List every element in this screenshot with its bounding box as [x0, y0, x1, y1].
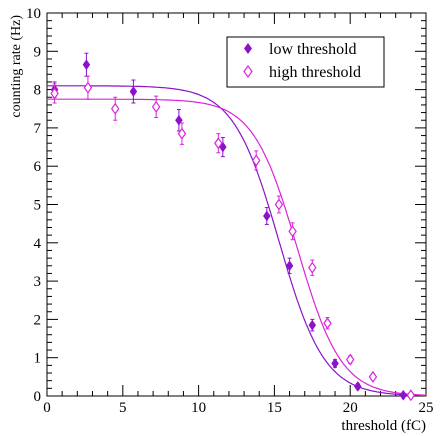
- data-point: [353, 380, 362, 392]
- fit-curve-high-threshold: [47, 98, 427, 396]
- open-diamond-marker: [214, 137, 223, 150]
- open-diamond-marker: [323, 317, 332, 330]
- data-point: [214, 133, 223, 154]
- legend: low threshold high threshold: [226, 36, 385, 88]
- data-point: [331, 358, 339, 369]
- open-diamond-marker: [50, 87, 59, 100]
- data-point: [151, 95, 161, 119]
- open-diamond-marker: [177, 127, 187, 140]
- data-point: [50, 83, 59, 104]
- x-tick-label: 5: [119, 400, 127, 416]
- legend-label-high-threshold: high threshold: [269, 64, 361, 81]
- y-tick-label: 1: [34, 351, 42, 367]
- filled-diamond-marker: [285, 260, 294, 272]
- open-diamond-marker: [110, 102, 120, 115]
- y-axis-label: counting rate (Hz): [9, 15, 24, 118]
- data-point: [399, 389, 408, 401]
- open-diamond-marker: [83, 81, 93, 94]
- open-diamond-marker: [274, 198, 284, 211]
- data-points: [50, 52, 416, 402]
- filled-diamond-marker: [308, 319, 317, 331]
- y-tick-label: 2: [34, 312, 42, 328]
- data-point: [274, 195, 284, 214]
- x-tick-label: 25: [419, 400, 434, 416]
- open-diamond-marker: [288, 225, 297, 238]
- fit-curve-low-threshold: [47, 85, 426, 397]
- open-diamond-marker: [406, 389, 416, 402]
- data-point: [368, 370, 378, 383]
- y-tick-label: 6: [34, 159, 42, 175]
- y-tick-label: 9: [34, 44, 42, 60]
- open-diamond-marker: [251, 154, 261, 167]
- filled-diamond-marker: [399, 389, 408, 401]
- data-point: [406, 389, 416, 402]
- data-point: [251, 150, 261, 171]
- x-tick-label: 15: [267, 400, 282, 416]
- data-point: [308, 259, 317, 276]
- y-tick-label: 4: [34, 236, 42, 252]
- open-diamond-marker: [368, 370, 378, 383]
- open-diamond-marker: [308, 261, 317, 274]
- x-tick-label: 20: [343, 400, 358, 416]
- data-point: [177, 122, 187, 145]
- axis-ticks: 0 5 10 15 20 25 0 1 2 3 4 5 6 7 8 9 10: [26, 6, 434, 416]
- filled-diamond-marker: [82, 59, 91, 71]
- y-tick-label: 5: [34, 198, 42, 214]
- x-tick-label: 10: [191, 400, 206, 416]
- legend-box: [226, 36, 385, 88]
- y-tick-label: 7: [34, 121, 42, 137]
- filled-diamond-marker: [263, 210, 271, 222]
- x-axis-label: threshold (fC): [341, 418, 426, 434]
- y-tick-label: 3: [34, 274, 42, 290]
- data-point: [323, 316, 332, 330]
- legend-marker-low-threshold: [244, 43, 252, 54]
- y-tick-label: 8: [34, 83, 42, 99]
- data-point: [263, 207, 271, 225]
- data-point: [308, 318, 317, 332]
- open-diamond-marker: [151, 100, 161, 113]
- filled-diamond-marker: [129, 86, 138, 97]
- data-point: [175, 109, 183, 132]
- data-point: [345, 353, 355, 366]
- filled-diamond-marker: [331, 358, 339, 369]
- legend-label-low-threshold: low threshold: [269, 41, 357, 58]
- fit-curves: [47, 85, 427, 397]
- filled-diamond-marker: [353, 380, 362, 392]
- y-tick-label: 10: [26, 6, 41, 22]
- filled-diamond-marker: [175, 114, 183, 126]
- data-point: [82, 52, 91, 77]
- data-point: [110, 96, 120, 121]
- legend-marker-high-threshold: [243, 64, 253, 79]
- data-point: [285, 257, 294, 274]
- x-tick-label: 0: [43, 400, 51, 416]
- data-point: [83, 75, 93, 100]
- data-point: [129, 79, 138, 104]
- y-tick-label: 0: [34, 389, 42, 405]
- open-diamond-marker: [345, 353, 355, 366]
- data-point: [288, 222, 297, 241]
